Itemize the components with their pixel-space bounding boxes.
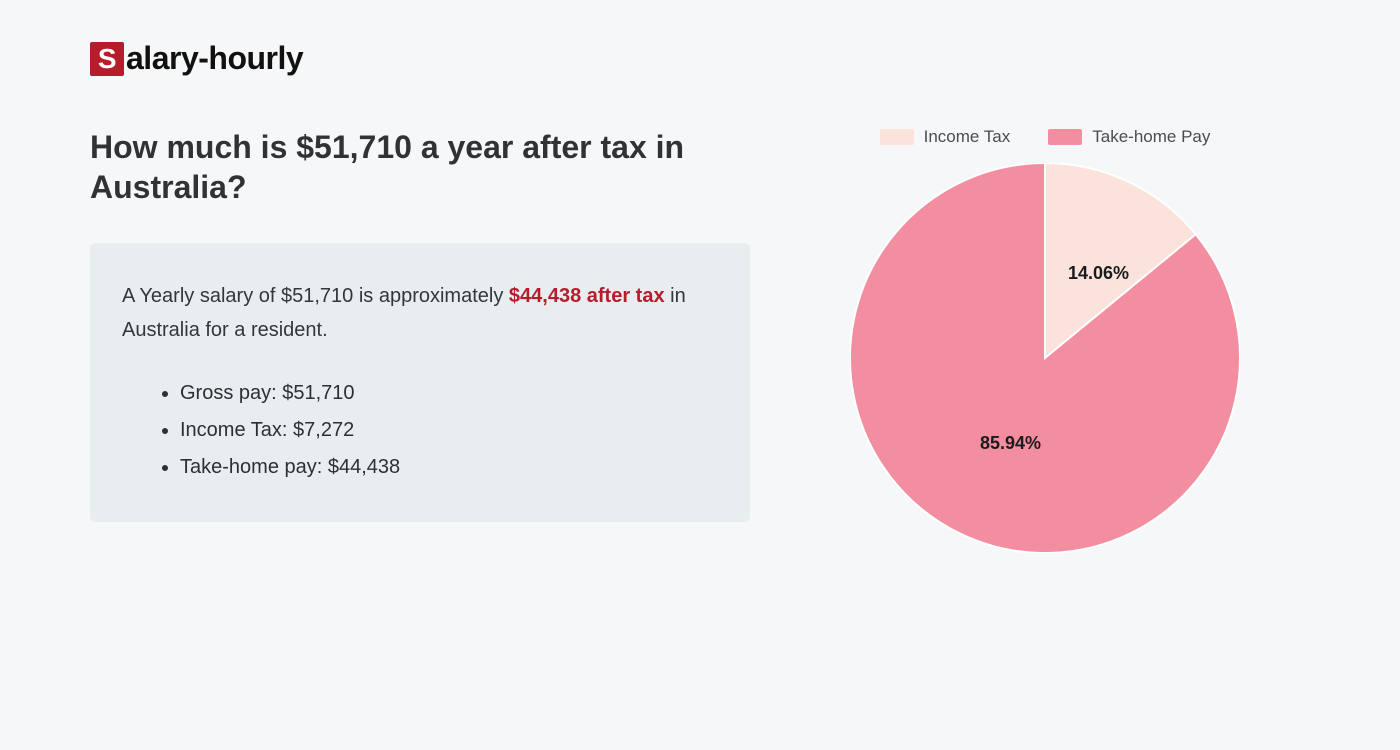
summary-box: A Yearly salary of $51,710 is approximat… — [90, 243, 750, 522]
pie-label-income-tax: 14.06% — [1068, 263, 1129, 284]
page-title: How much is $51,710 a year after tax in … — [90, 127, 750, 207]
logo-badge: S — [90, 42, 124, 76]
legend-item-take-home: Take-home Pay — [1048, 127, 1210, 147]
legend-label-income-tax: Income Tax — [924, 127, 1011, 147]
facts-list: Gross pay: $51,710 Income Tax: $7,272 Ta… — [122, 375, 718, 486]
fact-income-tax: Income Tax: $7,272 — [180, 412, 718, 449]
fact-take-home: Take-home pay: $44,438 — [180, 449, 718, 486]
chart-legend: Income Tax Take-home Pay — [830, 127, 1260, 147]
fact-gross-pay: Gross pay: $51,710 — [180, 375, 718, 412]
summary-highlight: $44,438 after tax — [509, 285, 665, 307]
main-content: How much is $51,710 a year after tax in … — [90, 127, 1310, 553]
site-logo: Salary-hourly — [90, 40, 1310, 77]
legend-swatch-income-tax — [880, 129, 914, 145]
summary-text: A Yearly salary of $51,710 is approximat… — [122, 279, 718, 347]
pie-svg — [850, 163, 1240, 553]
legend-item-income-tax: Income Tax — [880, 127, 1011, 147]
legend-label-take-home: Take-home Pay — [1092, 127, 1210, 147]
right-column: Income Tax Take-home Pay 14.06% 85.94% — [830, 127, 1260, 553]
pie-chart: 14.06% 85.94% — [850, 163, 1240, 553]
left-column: How much is $51,710 a year after tax in … — [90, 127, 750, 522]
pie-label-take-home: 85.94% — [980, 433, 1041, 454]
summary-pre: A Yearly salary of $51,710 is approximat… — [122, 285, 509, 307]
logo-text: alary-hourly — [126, 40, 303, 77]
legend-swatch-take-home — [1048, 129, 1082, 145]
